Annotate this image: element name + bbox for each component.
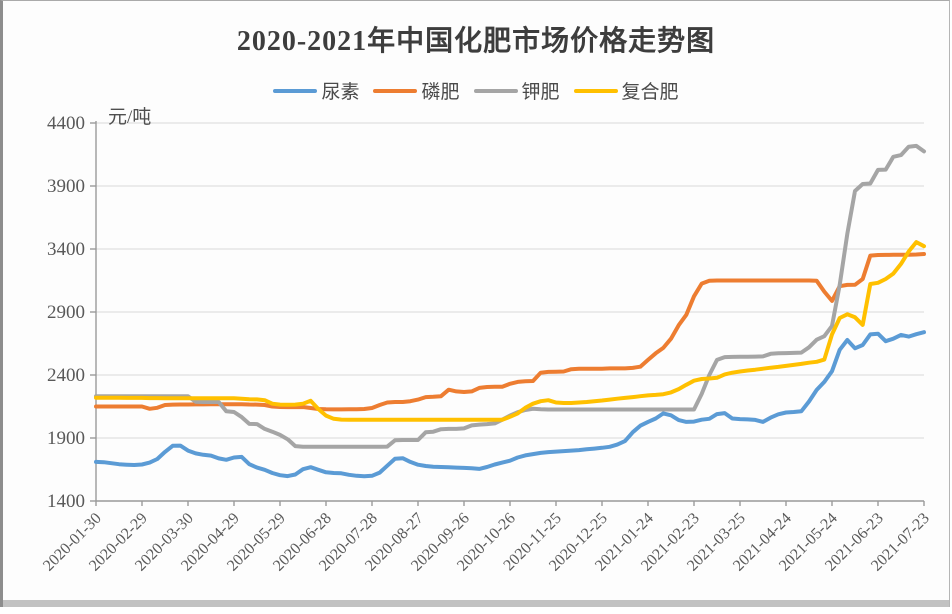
y-tick-label-1900: 1900 [47,428,85,449]
y-tick-label-1400: 1400 [47,491,85,512]
y-tick-label-2400: 2400 [47,365,85,386]
price-trend-chart: 14001900240029003400390044002020-01-3020… [40,113,933,575]
legend-item-compound: 复合肥 [573,77,679,104]
legend-item-urea: 尿素 [273,77,359,104]
series-line-phosphate [94,252,926,412]
legend-swatch-compound [573,88,618,93]
y-tick-label-4400: 4400 [47,113,85,134]
chart-title: 2020-2021年中国化肥市场价格走势图 [236,26,716,57]
series-line-potash [94,143,926,449]
legend-swatch-potash [473,88,518,93]
series-line-urea [94,330,926,479]
legend-label-compound: 复合肥 [621,82,679,103]
legend-item-potash: 钾肥 [473,77,560,104]
y-tick-label-3900: 3900 [47,176,85,197]
legend-swatch-phosphate [373,88,418,93]
legend-label-urea: 尿素 [321,82,360,103]
series-line-compound [94,240,926,422]
bottom-scrollbar [3,600,949,607]
legend-label-potash: 钾肥 [521,82,560,103]
chart-legend: 尿素 磷肥 钾肥 复合肥 [3,77,949,104]
legend-item-phosphate: 磷肥 [373,77,460,104]
legend-label-phosphate: 磷肥 [421,82,460,103]
legend-swatch-urea [273,88,318,93]
y-axis-unit-label: 元/吨 [108,107,152,128]
y-tick-label-3400: 3400 [47,239,85,260]
y-tick-label-2900: 2900 [47,302,85,323]
